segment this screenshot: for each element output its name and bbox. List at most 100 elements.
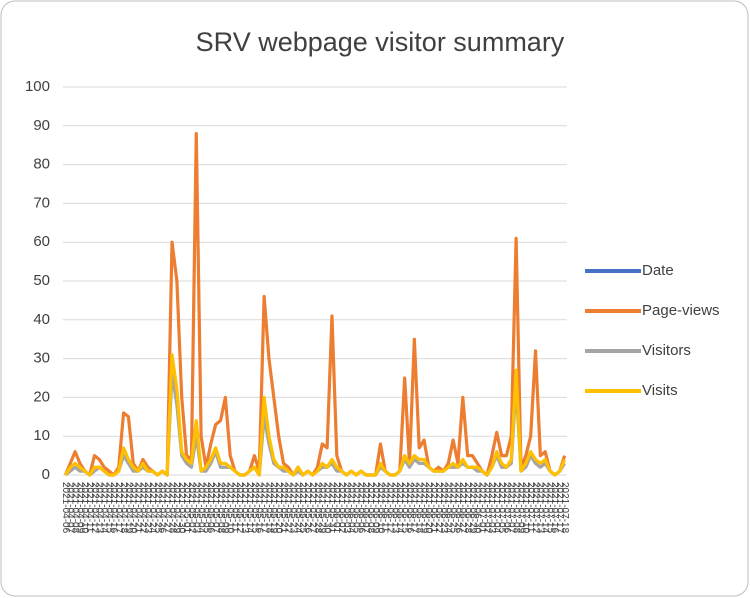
legend-label: Visits (642, 382, 678, 399)
x-tick-label: 2021-07-05 (496, 482, 507, 534)
y-tick-label: 50 (33, 272, 50, 289)
x-tick-label: 2021-06-23 (438, 482, 449, 534)
x-tick-label: 2021-07-02 (481, 482, 492, 534)
x-tick-label: 2021-07-16 (549, 482, 560, 534)
x-tick-label: 2021-06-29 (467, 482, 478, 534)
x-tick-label: 2021-05-04 (195, 482, 206, 534)
x-tick-label: 2021-07-07 (506, 482, 517, 534)
x-tick-label: 2021-04-06 (60, 482, 71, 534)
x-tick-label: 2021-06-19 (418, 482, 429, 534)
x-tick-label: 2021-06-13 (389, 482, 400, 534)
x-tick-label: 2021-05-28 (312, 482, 323, 534)
x-tick-label: 2021-07-17 (554, 482, 565, 534)
legend-label: Date (642, 262, 674, 279)
x-tick-label: 2021-06-06 (355, 482, 366, 534)
x-tick-label: 2021-06-02 (336, 482, 347, 534)
y-tick-label: 100 (25, 78, 50, 95)
x-tick-label: 2021-05-16 (254, 482, 265, 534)
x-tick-label: 2021-06-25 (447, 482, 458, 534)
x-tick-label: 2021-06-09 (370, 482, 381, 534)
x-tick-label: 2021-05-11 (229, 482, 240, 533)
x-tick-label: 2021-07-08 (510, 482, 521, 534)
x-tick-label: 2021-04-20 (128, 482, 139, 534)
x-tick-label: 2021-04-17 (113, 482, 124, 534)
series-line (64, 353, 567, 477)
x-tick-label: 2021-04-08 (69, 482, 80, 534)
x-tick-label: 2021-07-13 (535, 482, 546, 534)
x-tick-label: 2021-05-13 (239, 482, 250, 534)
x-tick-label: 2021-05-06 (205, 482, 216, 534)
x-tick-label: 2021-04-30 (176, 482, 187, 534)
x-tick-label: 2021-04-26 (157, 482, 168, 534)
x-tick-label: 2021-05-09 (220, 482, 231, 534)
x-tick-label: 2021-04-09 (74, 482, 85, 534)
y-tick-label: 80 (33, 156, 50, 173)
x-tick-label: 2021-05-21 (278, 482, 289, 534)
x-tick-label: 2021-04-07 (65, 482, 76, 534)
x-tick-label: 2021-05-23 (288, 482, 299, 534)
x-tick-label: 2021-07-15 (544, 482, 555, 534)
legend-label: Page-views (642, 302, 720, 319)
x-tick-label: 2021-04-23 (142, 482, 153, 534)
x-tick-label: 2021-05-31 (326, 482, 337, 534)
x-tick-label: 2021-05-05 (200, 482, 211, 534)
x-tick-label: 2021-04-24 (147, 482, 158, 534)
x-tick-label: 2021-04-19 (123, 482, 134, 534)
x-tick-label: 2021-06-21 (428, 482, 439, 534)
x-tick-label: 2021-05-29 (317, 482, 328, 534)
x-tick-label: 2021-05-02 (186, 482, 197, 534)
y-tick-label: 20 (33, 388, 50, 405)
x-tick-label: 2021-07-10 (520, 482, 531, 534)
x-tick-label: 2021-05-24 (292, 482, 303, 534)
y-tick-label: 30 (33, 350, 50, 367)
x-tick-label: 2021-06-12 (384, 482, 395, 534)
x-tick-label: 2021-05-12 (234, 482, 245, 534)
x-tick-label: 2021-06-01 (331, 482, 342, 534)
x-tick-label: 2021-05-10 (225, 482, 236, 534)
x-tick-label: 2021-04-29 (171, 482, 182, 534)
x-tick-label: 2021-06-17 (409, 482, 420, 534)
x-tick-label: 2021-05-18 (263, 482, 274, 534)
x-tick-label: 2021-04-27 (162, 482, 173, 534)
x-tick-label: 2021-05-14 (244, 482, 255, 534)
x-tick-label: 2021-04-22 (137, 482, 148, 534)
x-tick-label: 2021-05-01 (181, 482, 192, 534)
x-tick-label: 2021-06-30 (472, 482, 483, 534)
x-tick-label: 2021-04-25 (152, 482, 163, 534)
x-tick-label: 2021-06-10 (375, 482, 386, 534)
x-tick-label: 2021-04-14 (99, 482, 110, 534)
x-tick-label: 2021-04-21 (132, 482, 143, 534)
x-tick-label: 2021-07-06 (501, 482, 512, 534)
x-tick-label: 2021-06-07 (360, 482, 371, 534)
x-tick-label: 2021-06-04 (346, 482, 357, 534)
x-tick-label: 2021-06-20 (423, 482, 434, 534)
x-tick-label: 2021-04-28 (166, 482, 177, 534)
x-tick-label: 2021-07-01 (477, 482, 488, 534)
legend-label: Visitors (642, 342, 691, 359)
x-tick-label: 2021-06-11 (380, 482, 391, 533)
chart-title: SRV webpage visitor summary (196, 27, 565, 57)
x-tick-label: 2021-06-14 (394, 482, 405, 534)
x-tick-label: 2021-07-12 (530, 482, 541, 534)
x-tick-label: 2021-06-27 (457, 482, 468, 534)
x-tick-label: 2021-06-15 (399, 482, 410, 534)
x-tick-label: 2021-07-04 (491, 482, 502, 534)
x-tick-label: 2021-06-08 (365, 482, 376, 534)
x-tick-label: 2021-07-11 (525, 482, 536, 533)
x-tick-label: 2021-05-03 (191, 482, 202, 534)
x-tick-label: 2021-06-28 (462, 482, 473, 534)
x-tick-label: 2021-05-27 (307, 482, 318, 534)
x-tick-label: 2021-04-13 (94, 482, 105, 534)
x-tick-label: 2021-04-15 (103, 482, 114, 534)
x-tick-label: 2021-06-05 (351, 482, 362, 534)
x-tick-label: 2021-04-12 (89, 482, 100, 534)
x-tick-label: 2021-05-20 (273, 482, 284, 534)
x-tick-label: 2021-05-26 (302, 482, 313, 534)
x-tick-label: 2021-05-08 (215, 482, 226, 534)
y-tick-label: 70 (33, 194, 50, 211)
x-tick-label: 2021-06-26 (452, 482, 463, 534)
x-tick-label: 2021-07-14 (540, 482, 551, 534)
x-tick-label: 2021-04-10 (79, 482, 90, 534)
x-tick-label: 2021-06-22 (433, 482, 444, 534)
